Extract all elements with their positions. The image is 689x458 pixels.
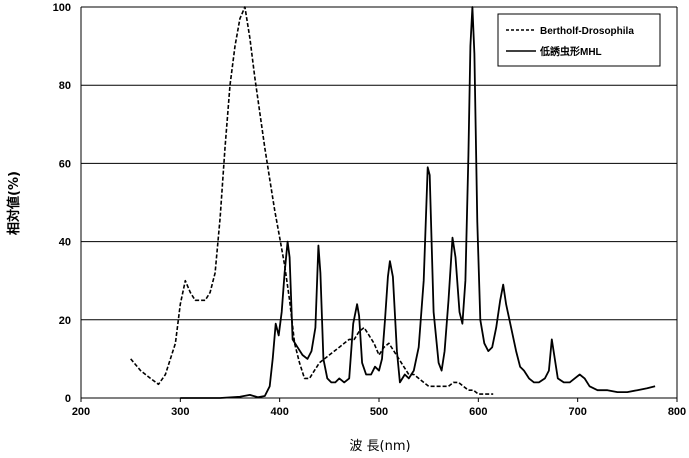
x-tick-label: 300 [171, 406, 189, 418]
series-line-mhl [180, 6, 656, 399]
series-lines [130, 6, 656, 399]
y-tick-label: 0 [65, 393, 71, 405]
x-tick-label: 500 [370, 406, 388, 418]
x-tick-label: 700 [568, 406, 586, 418]
x-axis-title: 波 長(nm) [349, 439, 410, 454]
x-tick-label: 800 [668, 406, 686, 418]
x-tick-labels: 200 300 400 500 600 700 800 [72, 406, 686, 418]
x-tick-label: 200 [72, 406, 90, 418]
grid-lines [81, 6, 677, 321]
series-line-bertholf-drosophila [130, 6, 494, 395]
y-tick-labels: 0 20 40 60 80 100 [53, 2, 71, 405]
legend-label-mhl: 低誘虫形MHL [539, 45, 602, 58]
x-tick-label: 400 [270, 406, 288, 418]
legend-box [497, 13, 661, 67]
legend: Bertholf-Drosophila 低誘虫形MHL [497, 13, 661, 67]
y-tick-label: 60 [59, 158, 71, 170]
y-tick-label: 80 [59, 80, 71, 92]
y-axis-title: 相対値(%) [6, 171, 22, 235]
legend-label-bertholf: Bertholf-Drosophila [540, 26, 634, 37]
x-tick-label: 600 [469, 406, 487, 418]
y-tick-label: 40 [59, 237, 71, 249]
y-tick-label: 20 [59, 315, 71, 327]
y-tick-label: 100 [53, 2, 71, 14]
